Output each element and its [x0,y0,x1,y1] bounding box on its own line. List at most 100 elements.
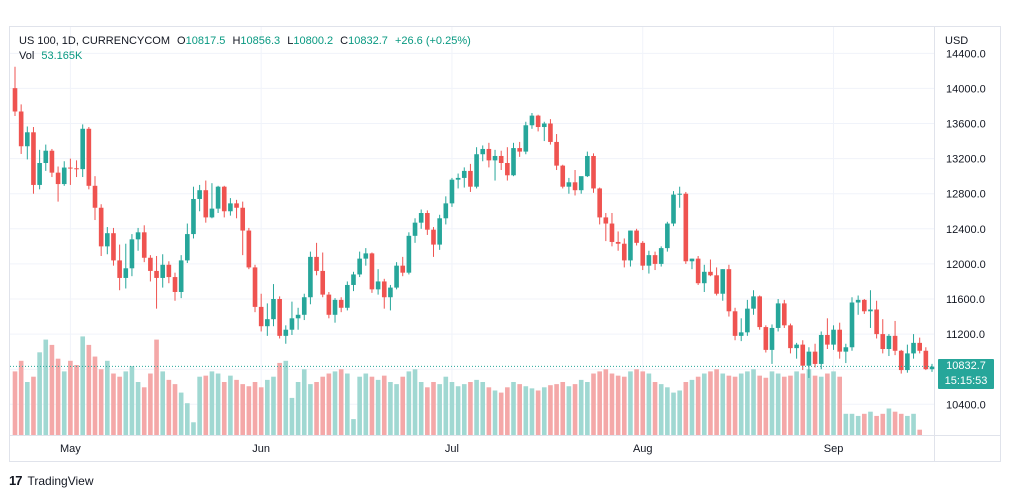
candle-body [437,218,442,245]
candle-body [381,281,387,298]
volume-bar [25,382,30,435]
candle-body [566,182,572,187]
candle-body [209,208,215,218]
volume-bar [474,379,479,435]
volume-bar [689,379,695,435]
legend-high: 10856.3 [240,35,281,47]
candle-body [628,230,633,261]
volume-bar [597,371,602,435]
candle-body [449,179,455,204]
candle-body [572,182,578,191]
volume-bar [572,384,578,435]
volume-bar [714,369,719,435]
candle-body [874,309,879,335]
volume-bar [301,369,307,435]
x-tick-label: Aug [633,443,653,455]
candle-body [425,213,430,230]
candle-body [781,303,787,326]
candle-body [443,203,449,219]
candle-body [98,207,104,247]
candle-body [406,235,412,273]
candle-body [295,314,301,319]
candle-body [745,308,750,333]
volume-bar [554,384,559,435]
y-tick-label: 12800.0 [946,189,986,201]
currency-label: USD [945,35,969,47]
candle-body [240,207,246,231]
candle-body [12,88,18,112]
candle-body [911,342,916,354]
candle-body [701,271,707,284]
candle-body [461,170,467,178]
candle-body [37,163,42,185]
volume-bar [111,373,116,435]
candle-body [529,115,535,126]
candle-body [671,194,676,224]
candle-body [68,167,73,169]
volume-bar [357,376,362,435]
volume-bar [640,371,646,435]
candle-body [80,128,86,170]
candle-body [929,366,935,370]
volume-bar [61,371,67,435]
volume-bar [763,377,769,435]
candle-body [369,253,375,290]
candle-body [849,302,855,348]
candle-body [714,275,719,294]
y-tick-label: 14400.0 [946,48,986,60]
volume-bar [98,369,104,435]
candle-body [732,311,738,336]
candle-body [308,256,313,298]
candle-body [55,172,61,185]
candle-body [234,203,239,208]
volume-bar [505,387,510,435]
candle-body [111,233,116,261]
candle-body [585,155,590,177]
candle-body [326,294,332,315]
volume-bar [160,371,166,435]
candle-body [535,115,541,128]
candle-body [203,190,209,218]
x-tick-label: Sep [824,443,844,455]
volume-bar [677,390,682,435]
volume-bar [695,376,701,435]
candle-body [763,327,769,350]
volume-bar [628,371,633,435]
candle-body [646,255,652,266]
volume-bar [732,376,738,435]
volume-bar [277,362,282,435]
candle-body [751,296,756,309]
candle-body [634,230,639,243]
candle-body [806,351,812,366]
candle-body [511,148,516,176]
volume-bar [345,373,350,435]
tradingview-brand[interactable]: 17 TradingView [9,473,94,488]
volume-bar [585,382,590,435]
volume-bar [480,382,486,435]
candle-body [185,234,190,261]
candle-body [105,233,110,247]
volume-bar [246,386,252,435]
candle-body [615,241,621,244]
brand-name: TradingView [27,473,94,488]
volume-bar [31,376,36,435]
candle-body [812,351,818,364]
candle-body [880,334,886,350]
volume-bar [621,376,627,435]
volume-bar [135,382,141,435]
volume-bar [394,384,399,435]
volume-bar [320,376,326,435]
volume-bar [49,344,55,435]
candle-body [898,350,904,371]
candle-body [609,223,615,242]
volume-bar [634,369,639,435]
volume-bar [437,384,442,435]
volume-bar [837,376,842,435]
candle-body [621,243,627,261]
legend-change: +26.6 (+0.25%) [394,35,471,47]
candle-body [455,177,461,180]
candle-body [800,344,806,366]
legend-vol-label: Vol [19,50,35,62]
volume-bar [683,382,689,435]
